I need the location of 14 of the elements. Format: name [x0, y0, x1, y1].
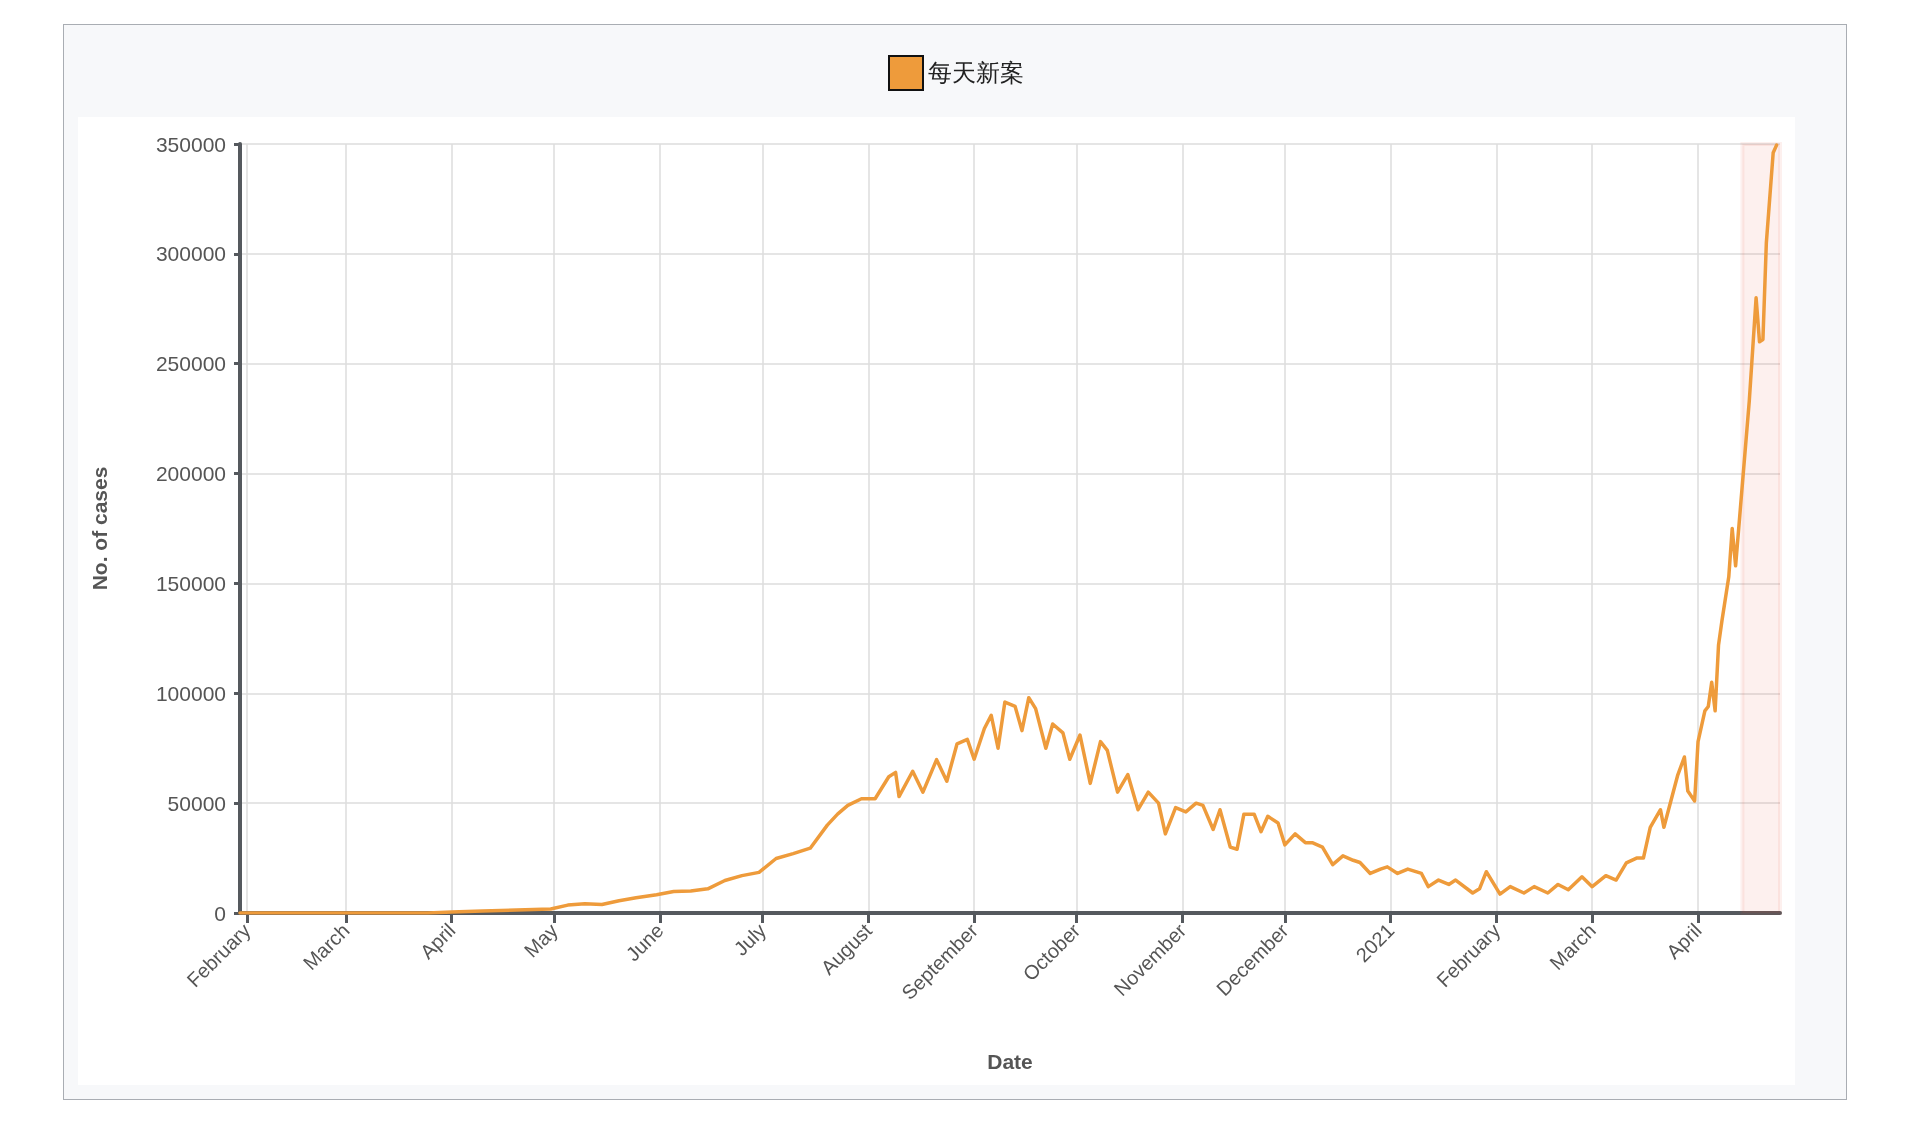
y-axis-title: No. of cases [88, 466, 111, 591]
x-axis-title: Date [987, 1050, 1033, 1073]
legend-label: 每天新案 [928, 59, 1024, 87]
y-tick-label: 200000 [155, 462, 226, 486]
y-tick-label: 100000 [155, 681, 226, 705]
y-tick-label: 50000 [167, 791, 226, 815]
y-tick-label: 0 [214, 901, 226, 925]
x-tick-label: July [729, 919, 771, 960]
x-tick-label: May [519, 919, 562, 962]
y-tick-label: 150000 [155, 571, 226, 595]
line-series [238, 143, 1779, 915]
y-tick-label: 300000 [155, 242, 226, 266]
y-tick-label: 250000 [155, 352, 226, 376]
y-tick-label: 350000 [155, 132, 226, 156]
